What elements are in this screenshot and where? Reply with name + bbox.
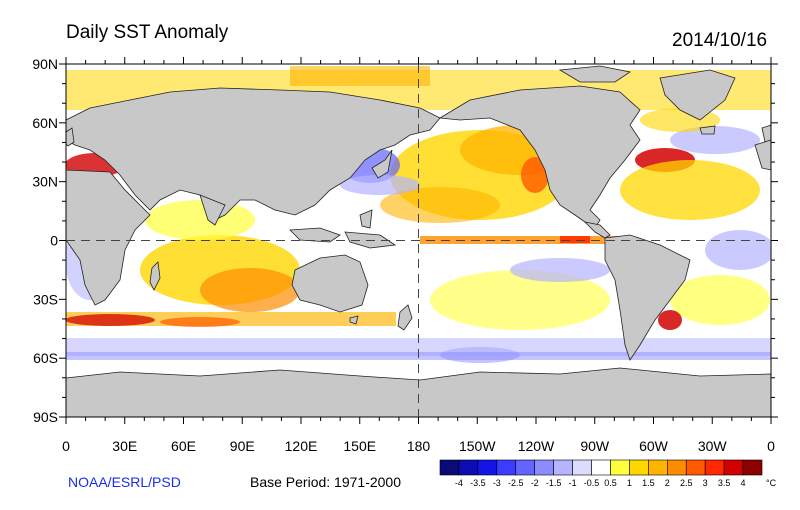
colorbar-tick-label: 2.5 [680, 478, 693, 488]
lat-label: 90S [33, 409, 58, 425]
colorbar-swatch [742, 459, 763, 476]
colorbar-swatch [610, 459, 630, 476]
lon-label: 60E [171, 438, 196, 454]
colorbar-tick-label: -2 [531, 478, 539, 488]
map-title: Daily SST Anomaly [66, 22, 229, 43]
lat-label: 30N [32, 174, 58, 190]
colorbar [439, 459, 763, 476]
colorbar-tick-label: 2 [665, 478, 670, 488]
axis-ticks [59, 57, 778, 424]
colorbar-swatch [704, 459, 725, 476]
colorbar-labels: -4 -3.5 -3 -2.5 -2 -1.5 -1 -0.5 0.5 1 1.5 2 2.5 3 3.5 4 [455, 478, 746, 488]
colorbar-tick-label: 1 [627, 478, 632, 488]
colorbar-swatch [591, 459, 611, 476]
lon-label: 120E [285, 438, 318, 454]
lon-label: 90E [230, 438, 255, 454]
lat-label: 0 [50, 233, 58, 249]
colorbar-tick-label: 3.5 [718, 478, 731, 488]
colorbar-swatch [723, 459, 744, 476]
colorbar-tick-label: -3 [493, 478, 501, 488]
colorbar-swatch [515, 459, 536, 476]
colorbar-tick-label: -1 [569, 478, 577, 488]
colorbar-tick-label: 4 [741, 478, 746, 488]
colorbar-swatch [534, 459, 554, 476]
colorbar-tick-label: -0.5 [584, 478, 600, 488]
lon-label: 60W [639, 438, 669, 454]
colorbar-tick-label: 0.5 [604, 478, 617, 488]
colorbar-swatch [629, 459, 649, 476]
credit-text: NOAA/ESRL/PSD [68, 474, 181, 490]
longitude-labels: 0 30E 60E 90E 120E 150E 180 150W 120W 90W 60W 30W 0 [62, 438, 775, 454]
colorbar-swatch [553, 459, 573, 476]
colorbar-tick-label: 3 [703, 478, 708, 488]
colorbar-unit: °C [766, 478, 777, 488]
base-period-text: Base Period: 1971-2000 [250, 474, 401, 490]
colorbar-swatch [685, 459, 706, 476]
colorbar-swatch [666, 459, 687, 476]
colorbar-tick-label: -4 [455, 478, 463, 488]
colorbar-swatch [439, 459, 460, 476]
lon-label: 150E [343, 438, 376, 454]
lat-label: 30S [33, 291, 58, 307]
colorbar-swatch [458, 459, 479, 476]
lon-label: 30W [698, 438, 728, 454]
colorbar-swatch [496, 459, 517, 476]
land-masses [66, 65, 771, 417]
lon-label: 0 [767, 438, 775, 454]
colorbar-swatch [572, 459, 592, 476]
map-date: 2014/10/16 [672, 30, 768, 51]
lon-label: 90W [580, 438, 610, 454]
colorbar-tick-label: 1.5 [642, 478, 655, 488]
colorbar-tick-label: -2.5 [508, 478, 524, 488]
lon-label: 180 [407, 438, 431, 454]
lon-label: 30E [112, 438, 137, 454]
lon-label: 150W [459, 438, 496, 454]
colorbar-tick-label: -1.5 [546, 478, 562, 488]
lon-label: 120W [518, 438, 555, 454]
lat-label: 90N [32, 56, 58, 72]
colorbar-swatch [477, 459, 498, 476]
colorbar-swatch [648, 459, 668, 476]
anomaly-field [66, 66, 771, 363]
latitude-labels: 90N 60N 30N 0 30S 60S 90S [32, 56, 58, 425]
lat-label: 60S [33, 350, 58, 366]
colorbar-tick-label: -3.5 [470, 478, 486, 488]
lon-label: 0 [62, 438, 70, 454]
lat-label: 60N [32, 115, 58, 131]
